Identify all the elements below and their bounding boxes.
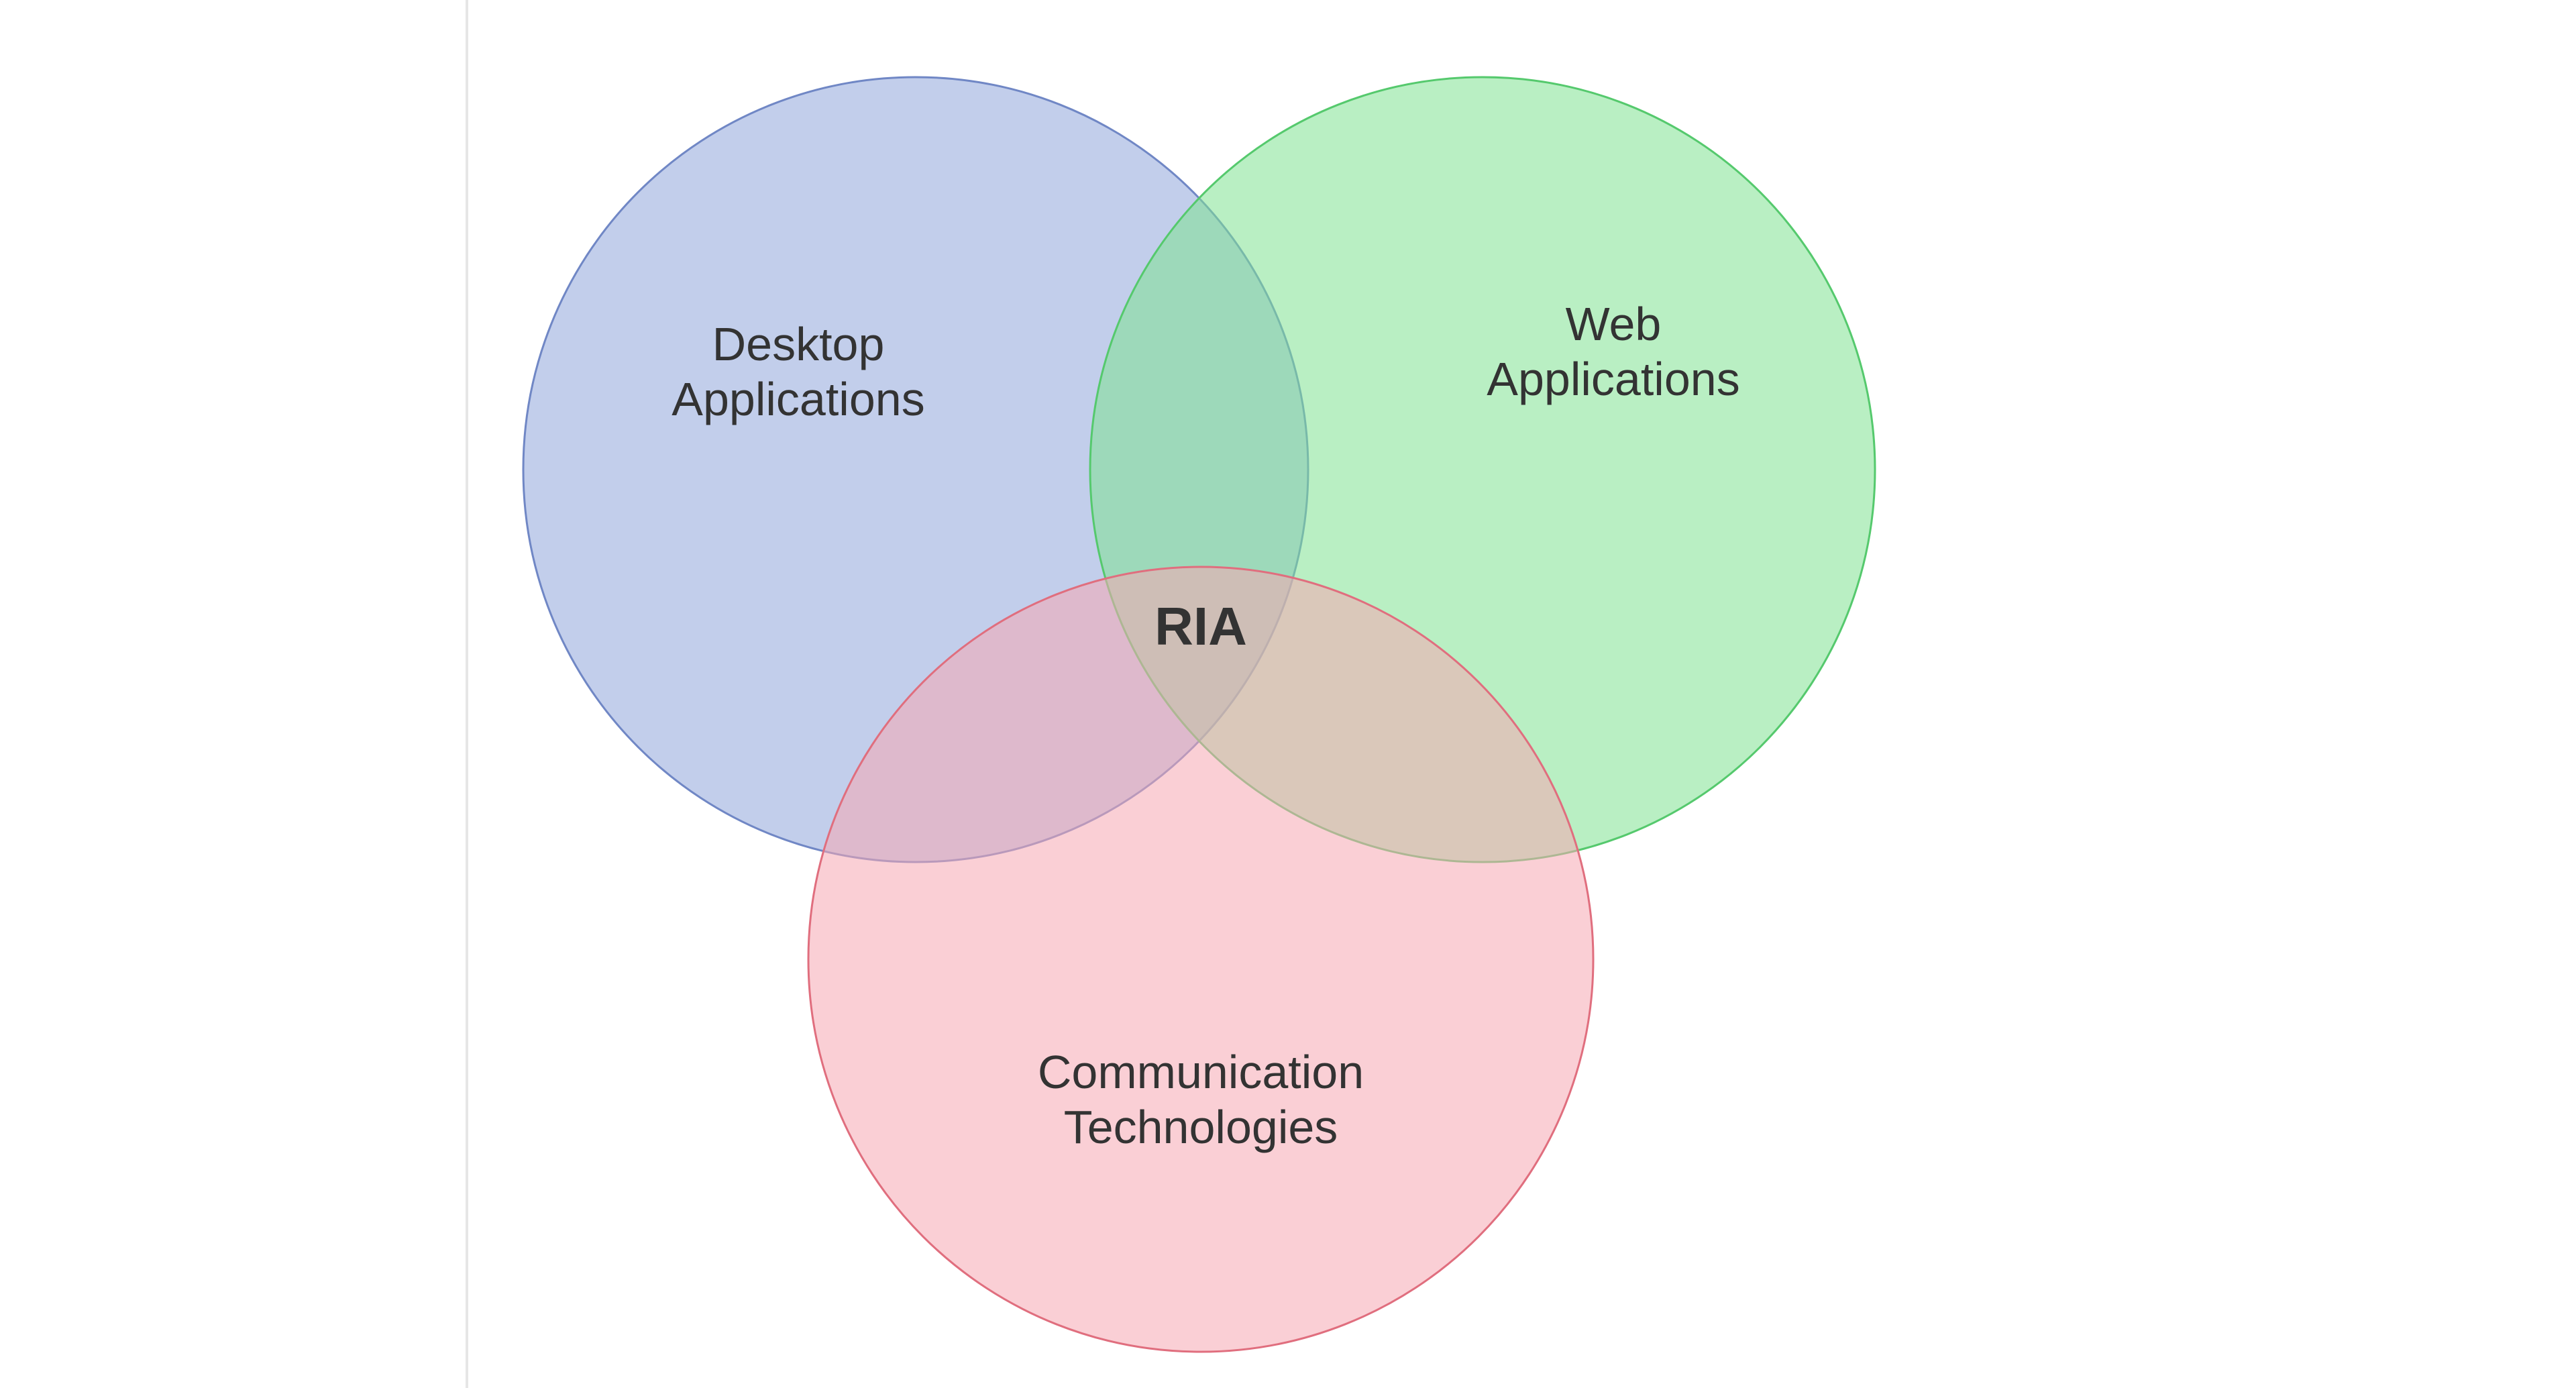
venn-label-desktop-line-0: Desktop <box>712 318 885 370</box>
left-rule <box>466 0 468 1388</box>
venn-circle-comm <box>808 567 1593 1352</box>
venn-label-web-line-1: Applications <box>1487 353 1739 405</box>
venn-label-desktop-line-1: Applications <box>672 373 924 425</box>
venn-label-web-line-0: Web <box>1566 298 1662 350</box>
diagram-stage: DesktopApplicationsWebApplicationsCommun… <box>0 0 2576 1388</box>
venn-center-label: RIA <box>1155 596 1247 656</box>
venn-diagram: DesktopApplicationsWebApplicationsCommun… <box>0 0 2576 1388</box>
venn-label-comm-line-1: Technologies <box>1064 1101 1338 1153</box>
venn-label-comm-line-0: Communication <box>1038 1046 1364 1098</box>
venn-circles-group <box>523 77 1875 1352</box>
